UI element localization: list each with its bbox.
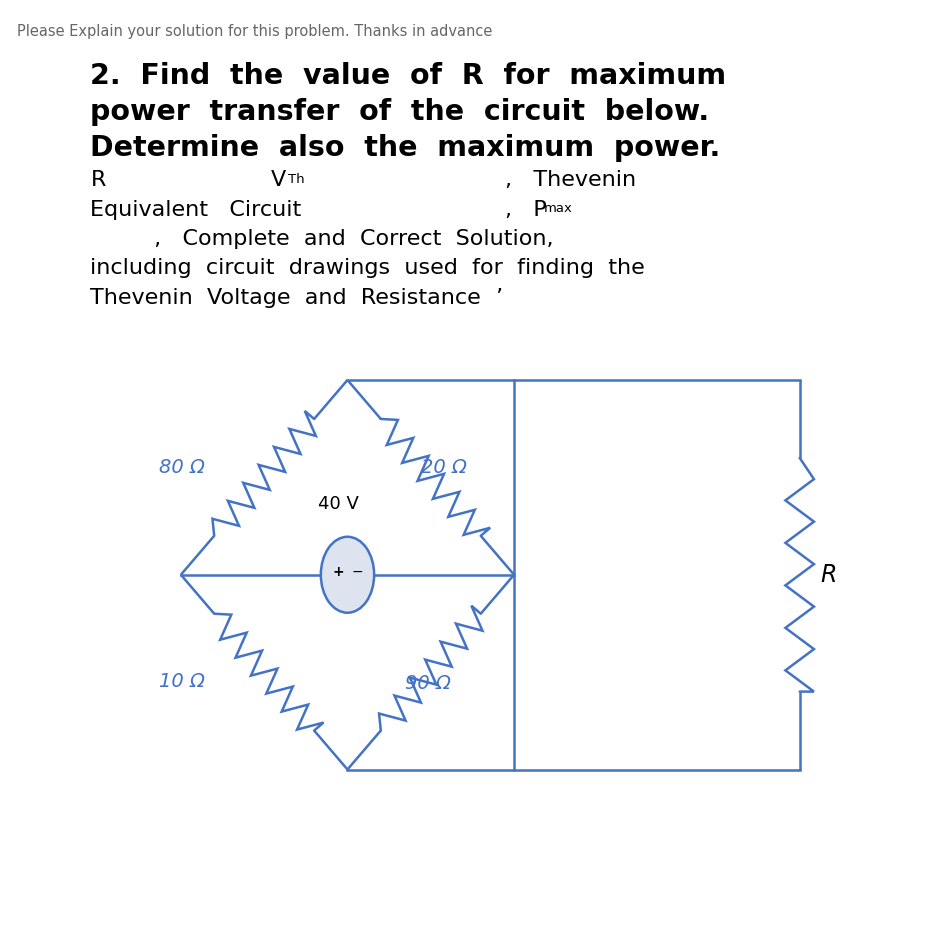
Text: 20 Ω: 20 Ω (421, 458, 467, 477)
Text: ,   Thevenin: , Thevenin (505, 170, 636, 190)
Text: Equivalent   Circuit: Equivalent Circuit (90, 200, 302, 219)
Text: 90 Ω: 90 Ω (405, 674, 450, 694)
Ellipse shape (321, 537, 374, 613)
Text: R: R (821, 562, 837, 587)
Text: V: V (271, 170, 287, 190)
Text: including  circuit  drawings  used  for  finding  the: including circuit drawings used for find… (90, 258, 645, 278)
Text: Please Explain your solution for this problem. Thanks in advance: Please Explain your solution for this pr… (17, 24, 492, 39)
Text: ʼ: ʼ (495, 288, 502, 308)
Text: +: + (332, 565, 344, 579)
Text: 2.  Find  the  value  of  R  for  maximum: 2. Find the value of R for maximum (90, 62, 726, 89)
Text: 10 Ω: 10 Ω (159, 673, 205, 692)
Text: max: max (544, 202, 572, 216)
Text: ,   P: , P (505, 200, 546, 219)
Text: Thevenin  Voltage  and  Resistance: Thevenin Voltage and Resistance (90, 288, 481, 308)
Text: Th: Th (288, 173, 305, 186)
Text: −: − (351, 565, 363, 579)
Text: Determine  also  the  maximum  power.: Determine also the maximum power. (90, 134, 721, 162)
Text: R: R (90, 170, 106, 190)
Text: 80 Ω: 80 Ω (159, 459, 205, 478)
Text: power  transfer  of  the  circuit  below.: power transfer of the circuit below. (90, 98, 709, 125)
Text: ,   Complete  and  Correct  Solution,: , Complete and Correct Solution, (90, 229, 554, 249)
Text: 40 V: 40 V (318, 495, 358, 513)
